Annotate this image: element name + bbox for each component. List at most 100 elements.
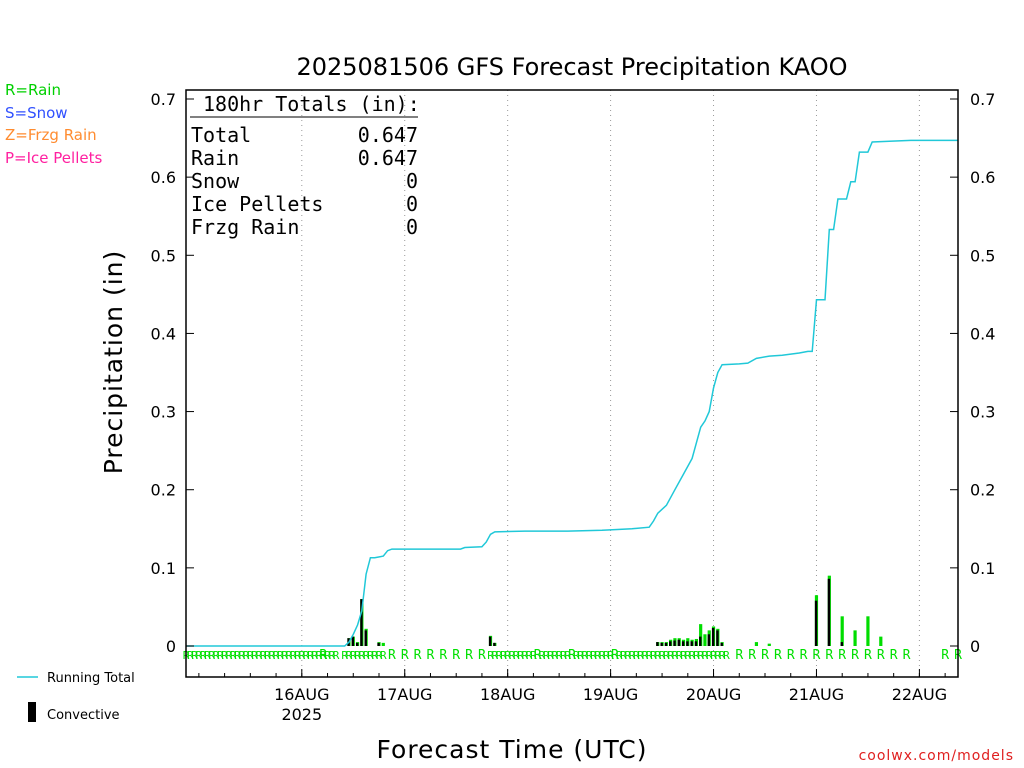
ptype-mark-rain: R (359, 649, 366, 662)
x-tick-sublabel-year: 2025 (281, 705, 322, 724)
ptype-mark-rain: R (663, 649, 670, 662)
precip-bar (703, 634, 707, 646)
ptype-mark-rain: R (427, 648, 435, 663)
x-tick-label-17aug: 17AUG (377, 685, 432, 704)
y-tick-label-left: 0.6 (151, 168, 176, 187)
y-tick-label-right: 0.5 (970, 246, 995, 265)
totals-value-frzg-rain: 0 (406, 215, 418, 239)
ptype-mark-rain: R (568, 648, 576, 663)
ptype-mark-rain: R (363, 649, 370, 662)
convective-bar (673, 640, 676, 646)
ptype-mark-rain: R (350, 649, 357, 662)
convective-bar (677, 639, 681, 646)
x-tick-label-20aug: 20AUG (686, 685, 741, 704)
plot-frame (185, 89, 959, 678)
convective-bar (351, 636, 355, 646)
ptype-mark-rain: R (221, 649, 228, 662)
credit-text: coolwx.com/models (859, 748, 1014, 764)
convective-bar (364, 630, 367, 646)
ptype-mark-rain: R (877, 648, 885, 663)
ptype-mark-rain: R (719, 649, 726, 662)
convective-bar (716, 630, 719, 646)
ptype-mark-rain: R (311, 649, 318, 662)
grid-layer (301, 90, 920, 677)
ptype-mark-rain: R (439, 648, 447, 663)
ptype-mark-rain: R (217, 649, 224, 662)
ptype-mark-rain: R (800, 648, 808, 663)
legend-frzg-rain: Z=Frzg Rain (5, 126, 97, 144)
ptype-mark-rain: R (693, 649, 700, 662)
y-tick-label-right: 0.3 (970, 403, 995, 422)
ptype-mark-rain: R (659, 649, 666, 662)
ptype-mark-rain: R (401, 648, 409, 663)
precip-bar (879, 636, 883, 646)
ptype-mark-rain: R (543, 649, 550, 662)
convective-bar (694, 641, 698, 646)
convective-legend-swatch (28, 702, 36, 722)
chart-title: 2025081506 GFS Forecast Precipitation KA… (296, 53, 847, 81)
ptype-mark-rain: R (723, 649, 730, 662)
ptype-mark-rain: R (277, 649, 284, 662)
ptype-mark-rain: R (616, 649, 623, 662)
totals-header: 180hr Totals (in): (203, 92, 420, 116)
ptype-mark-rain: R (191, 649, 198, 662)
totals-box: 180hr Totals (in): Total 0.647 Rain 0.64… (190, 92, 420, 239)
ptype-mark-rain: R (864, 648, 872, 663)
y-tick-label-right: 0.1 (970, 559, 995, 578)
ptype-mark-rain: R (346, 649, 353, 662)
ptype-mark-rain: R (710, 649, 717, 662)
ptype-mark-rain: R (371, 649, 378, 662)
ptype-mark-rain: R (307, 649, 314, 662)
ptype-mark-rain: R (556, 649, 563, 662)
ptype-mark-rain: R (414, 648, 422, 663)
ptype-mark-rain: R (620, 649, 627, 662)
ptype-mark-rain: R (526, 649, 533, 662)
totals-value-snow: 0 (406, 169, 418, 193)
ptype-mark-rain: R (260, 649, 267, 662)
precip-bar (381, 642, 385, 646)
ptype-mark-rain: R (706, 649, 713, 662)
ptype-mark-rain: R (333, 649, 340, 662)
precip-bar (840, 616, 844, 646)
ptype-mark-rain: R (564, 649, 571, 662)
bars-layer (347, 575, 883, 646)
convective-bar (690, 641, 693, 646)
x-axis-label: Forecast Time (UTC) (377, 735, 648, 764)
convective-bar (814, 600, 818, 646)
ptype-mark-rain: R (273, 649, 280, 662)
ptype-mark-rain: R (187, 649, 194, 662)
ptype-mark-rain: R (560, 649, 567, 662)
x-tick-label-21aug: 21AUG (789, 685, 844, 704)
ptype-mark-rain: R (603, 649, 610, 662)
ptype-mark-rain: R (697, 649, 704, 662)
running-total-line (186, 139, 958, 647)
convective-bar (707, 634, 711, 646)
ptype-mark-rain: R (813, 648, 821, 663)
ptype-mark-rain: R (624, 649, 631, 662)
ptype-mark-rain: R (496, 649, 503, 662)
ptype-mark-rain: R (354, 649, 361, 662)
ptype-mark-rain: R (298, 649, 305, 662)
ptype-mark-rain: R (324, 649, 331, 662)
ptype-mark-rain: R (509, 649, 516, 662)
ptype-mark-rain: R (748, 648, 756, 663)
ptype-mark-rain: R (702, 649, 709, 662)
ptype-mark-rain: R (316, 649, 323, 662)
ptype-mark-rain: R (388, 648, 396, 663)
ptype-mark-rain: R (573, 649, 580, 662)
precip-bar (853, 630, 857, 646)
totals-value-ice-pellets: 0 (406, 192, 418, 216)
ptype-mark-rain: R (667, 649, 674, 662)
convective-bar (711, 628, 715, 646)
running-total-layer (186, 139, 958, 647)
y-axis-label: Precipitation (in) (99, 250, 128, 475)
y-tick-label-left: 0.5 (151, 246, 176, 265)
ptype-mark-rain: R (478, 648, 486, 663)
ptype-mark-rain: R (684, 649, 691, 662)
convective-bar (699, 636, 702, 646)
ptype-mark-rain: R (341, 649, 348, 662)
ptype-mark-rain: R (465, 648, 473, 663)
totals-label-snow: Snow (191, 169, 240, 193)
